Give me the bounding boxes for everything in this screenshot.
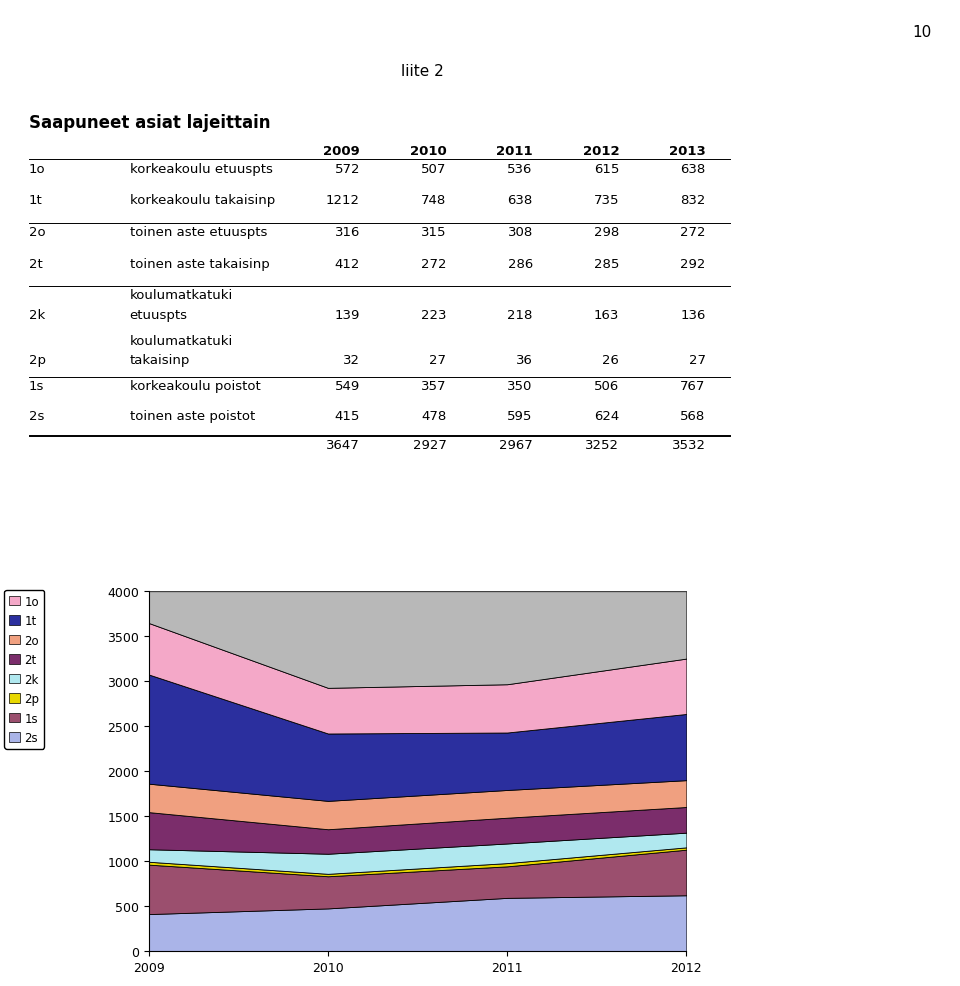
Text: 139: 139 xyxy=(335,309,360,321)
Text: 163: 163 xyxy=(594,309,619,321)
Text: etuuspts: etuuspts xyxy=(130,309,187,321)
Legend: 1o, 1t, 2o, 2t, 2k, 2p, 1s, 2s: 1o, 1t, 2o, 2t, 2k, 2p, 1s, 2s xyxy=(4,591,44,749)
Text: 298: 298 xyxy=(594,226,619,239)
Text: 26: 26 xyxy=(602,354,619,367)
Text: takaisinp: takaisinp xyxy=(130,354,190,367)
Text: 272: 272 xyxy=(680,226,706,239)
Text: 2k: 2k xyxy=(29,309,45,321)
Text: 2927: 2927 xyxy=(413,439,446,452)
Text: 315: 315 xyxy=(420,226,446,239)
Text: 218: 218 xyxy=(508,309,533,321)
Text: liite 2: liite 2 xyxy=(401,64,444,79)
Text: 292: 292 xyxy=(681,257,706,270)
Text: toinen aste takaisinp: toinen aste takaisinp xyxy=(130,257,270,270)
Text: 3252: 3252 xyxy=(586,439,619,452)
Text: 286: 286 xyxy=(508,257,533,270)
Text: 832: 832 xyxy=(681,194,706,207)
Text: 2o: 2o xyxy=(29,226,45,239)
Text: toinen aste poistot: toinen aste poistot xyxy=(130,409,254,422)
Text: 350: 350 xyxy=(508,380,533,392)
Text: 478: 478 xyxy=(421,409,446,422)
Text: 1212: 1212 xyxy=(326,194,360,207)
Text: 2012: 2012 xyxy=(583,145,619,158)
Text: 2p: 2p xyxy=(29,354,46,367)
Text: koulumatkatuki: koulumatkatuki xyxy=(130,289,233,302)
Text: korkeakoulu etuuspts: korkeakoulu etuuspts xyxy=(130,163,273,176)
Text: korkeakoulu takaisinp: korkeakoulu takaisinp xyxy=(130,194,275,207)
Text: 748: 748 xyxy=(421,194,446,207)
Text: 767: 767 xyxy=(681,380,706,392)
Text: 3647: 3647 xyxy=(326,439,360,452)
Text: 624: 624 xyxy=(594,409,619,422)
Text: 536: 536 xyxy=(508,163,533,176)
Text: 549: 549 xyxy=(335,380,360,392)
Text: 572: 572 xyxy=(334,163,360,176)
Text: 2967: 2967 xyxy=(499,439,533,452)
Text: koulumatkatuki: koulumatkatuki xyxy=(130,334,233,347)
Text: 3532: 3532 xyxy=(672,439,706,452)
Text: 2009: 2009 xyxy=(324,145,360,158)
Text: 568: 568 xyxy=(681,409,706,422)
Text: 638: 638 xyxy=(508,194,533,207)
Text: 615: 615 xyxy=(594,163,619,176)
Text: 506: 506 xyxy=(594,380,619,392)
Text: 2011: 2011 xyxy=(496,145,533,158)
Text: 136: 136 xyxy=(681,309,706,321)
Text: 415: 415 xyxy=(335,409,360,422)
Text: 595: 595 xyxy=(508,409,533,422)
Text: 316: 316 xyxy=(335,226,360,239)
Text: Saapuneet asiat lajeittain: Saapuneet asiat lajeittain xyxy=(29,113,271,131)
Text: korkeakoulu poistot: korkeakoulu poistot xyxy=(130,380,260,392)
Text: 2010: 2010 xyxy=(410,145,446,158)
Text: 412: 412 xyxy=(335,257,360,270)
Text: 2t: 2t xyxy=(29,257,42,270)
Text: 735: 735 xyxy=(593,194,619,207)
Text: 1t: 1t xyxy=(29,194,42,207)
Text: 1s: 1s xyxy=(29,380,44,392)
Text: 507: 507 xyxy=(421,163,446,176)
Text: 36: 36 xyxy=(516,354,533,367)
Text: 638: 638 xyxy=(681,163,706,176)
Text: 1o: 1o xyxy=(29,163,45,176)
Text: 27: 27 xyxy=(688,354,706,367)
Text: 357: 357 xyxy=(420,380,446,392)
Text: 272: 272 xyxy=(420,257,446,270)
Text: 308: 308 xyxy=(508,226,533,239)
Text: 2013: 2013 xyxy=(669,145,706,158)
Text: 32: 32 xyxy=(343,354,360,367)
Text: toinen aste etuuspts: toinen aste etuuspts xyxy=(130,226,267,239)
Text: 223: 223 xyxy=(420,309,446,321)
Text: 10: 10 xyxy=(912,25,931,39)
Text: 27: 27 xyxy=(429,354,446,367)
Text: 285: 285 xyxy=(594,257,619,270)
Text: 2s: 2s xyxy=(29,409,44,422)
